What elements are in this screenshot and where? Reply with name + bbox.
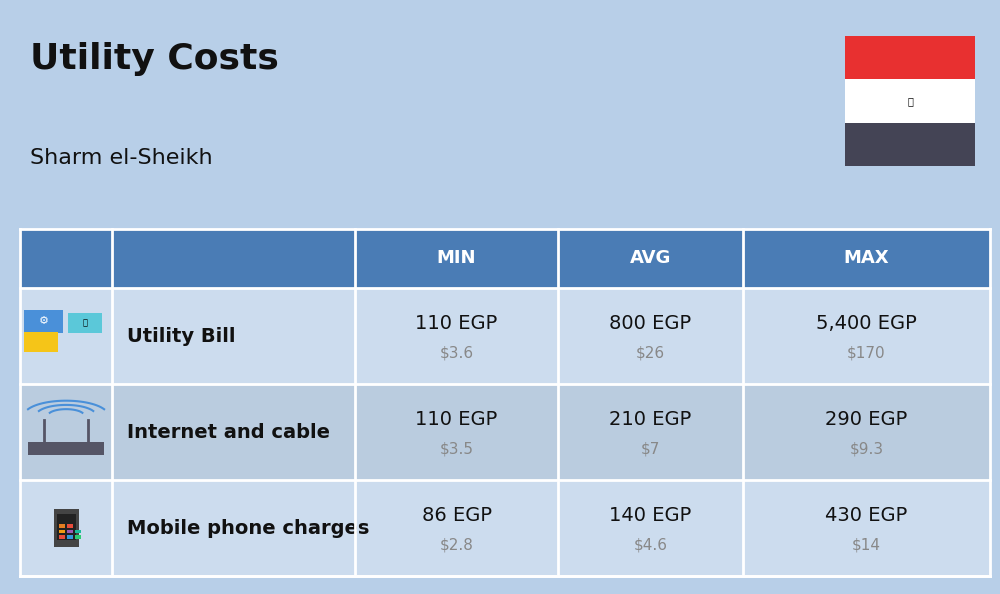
Text: 110 EGP: 110 EGP xyxy=(415,410,498,428)
Text: 🚰: 🚰 xyxy=(82,318,87,328)
Text: $3.5: $3.5 xyxy=(440,441,474,456)
Text: 86 EGP: 86 EGP xyxy=(422,505,492,525)
Bar xyxy=(112,384,355,480)
Bar xyxy=(355,384,558,480)
Bar xyxy=(558,229,743,288)
Bar xyxy=(75,535,81,539)
Bar xyxy=(20,384,112,480)
Text: Utility Bill: Utility Bill xyxy=(127,327,236,346)
Bar xyxy=(355,288,558,384)
Bar xyxy=(743,288,990,384)
Bar xyxy=(355,480,558,576)
Bar xyxy=(67,525,73,528)
Text: $7: $7 xyxy=(641,441,660,456)
Text: 110 EGP: 110 EGP xyxy=(415,314,498,333)
Bar xyxy=(743,480,990,576)
Bar xyxy=(24,333,58,352)
Bar xyxy=(24,310,63,333)
Text: $2.8: $2.8 xyxy=(440,538,473,552)
Text: $4.6: $4.6 xyxy=(634,538,668,552)
Bar xyxy=(845,36,975,79)
Text: Sharm el-Sheikh: Sharm el-Sheikh xyxy=(30,148,213,169)
Text: 140 EGP: 140 EGP xyxy=(609,505,692,525)
Bar xyxy=(112,288,355,384)
Text: $3.6: $3.6 xyxy=(439,345,474,360)
Bar xyxy=(28,442,104,455)
Bar xyxy=(54,509,79,548)
Bar xyxy=(112,480,355,576)
Text: 🏺: 🏺 xyxy=(907,96,913,106)
Bar xyxy=(845,123,975,166)
Bar xyxy=(558,384,743,480)
Text: ⚙: ⚙ xyxy=(39,317,49,327)
Bar xyxy=(59,530,65,533)
Text: MIN: MIN xyxy=(437,249,476,267)
Bar xyxy=(59,525,65,528)
Bar xyxy=(68,313,102,333)
Text: MAX: MAX xyxy=(844,249,889,267)
Text: $170: $170 xyxy=(847,345,886,360)
Bar xyxy=(743,229,990,288)
Bar xyxy=(558,288,743,384)
Text: $14: $14 xyxy=(852,538,881,552)
Bar xyxy=(845,79,975,123)
Text: AVG: AVG xyxy=(630,249,671,267)
Bar xyxy=(67,530,73,533)
Text: Internet and cable: Internet and cable xyxy=(127,423,330,441)
Bar xyxy=(20,288,112,384)
Bar xyxy=(75,530,81,533)
Bar xyxy=(355,229,558,288)
Bar xyxy=(57,514,76,541)
Text: 800 EGP: 800 EGP xyxy=(609,314,692,333)
Bar xyxy=(67,535,73,539)
Text: 5,400 EGP: 5,400 EGP xyxy=(816,314,917,333)
Text: Utility Costs: Utility Costs xyxy=(30,42,279,75)
Text: $26: $26 xyxy=(636,345,665,360)
Text: $9.3: $9.3 xyxy=(849,441,883,456)
Text: 430 EGP: 430 EGP xyxy=(825,505,907,525)
Bar xyxy=(20,229,112,288)
Text: 290 EGP: 290 EGP xyxy=(825,410,907,428)
Text: 210 EGP: 210 EGP xyxy=(609,410,692,428)
Bar xyxy=(743,384,990,480)
Bar xyxy=(112,229,355,288)
Bar xyxy=(59,535,65,539)
Bar xyxy=(558,480,743,576)
Bar xyxy=(20,480,112,576)
Text: Mobile phone charges: Mobile phone charges xyxy=(127,519,370,538)
